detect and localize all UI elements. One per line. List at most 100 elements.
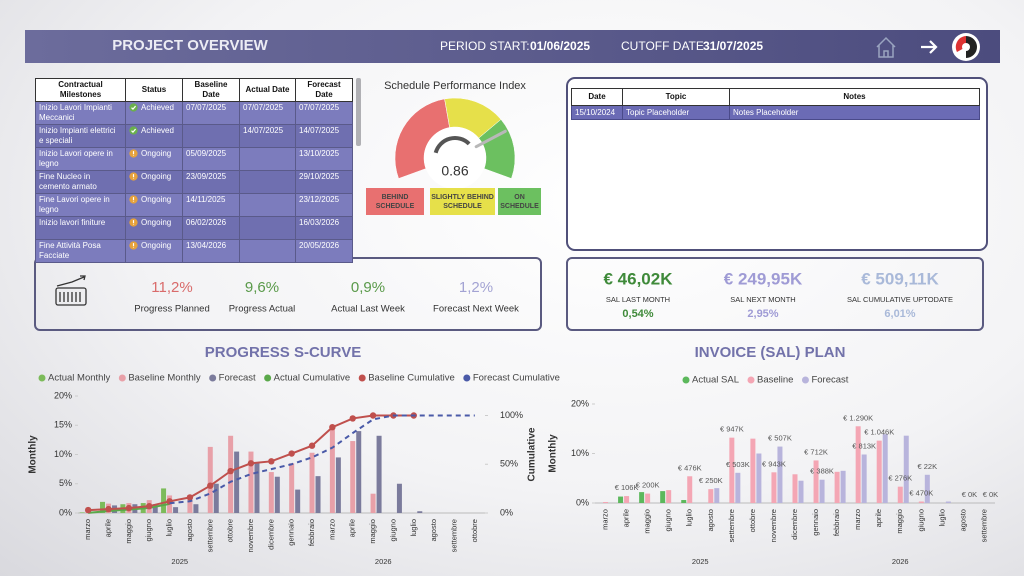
home-icon[interactable] <box>876 36 896 58</box>
sal-label: SAL LAST MONTH <box>606 295 670 304</box>
legend-label: Forecast Cumulative <box>473 373 560 384</box>
scrollbar[interactable] <box>356 78 361 146</box>
bar <box>417 511 423 513</box>
kpi-label: Actual Last Week <box>331 304 405 315</box>
cell: 07/07/2025 <box>182 101 240 125</box>
bar <box>254 462 260 513</box>
bar <box>798 480 804 503</box>
line-marker <box>369 412 377 419</box>
bar <box>356 431 362 513</box>
x-tick-label: settembre <box>727 509 736 542</box>
cell: 23/12/2025 <box>295 193 353 217</box>
x-tick-label: luglio <box>685 509 694 527</box>
x-tick-label: marzo <box>853 509 862 530</box>
sal-panel <box>566 257 984 331</box>
x-tick-label: gennaio <box>811 509 820 536</box>
cell: 16/03/2026 <box>295 216 353 240</box>
bar <box>289 463 295 513</box>
cell: 23/09/2025 <box>182 170 240 194</box>
kpi-label: Forecast Next Week <box>433 304 519 315</box>
x-tick-label: luglio <box>165 519 174 537</box>
cell: 07/07/2025 <box>295 101 353 125</box>
cell: Ongoing <box>125 193 183 217</box>
bar <box>193 504 199 513</box>
x-tick-label: settembre <box>205 519 214 552</box>
progress-icon <box>55 275 87 306</box>
column-header: Status <box>125 78 183 102</box>
sal-value: € 509,11K <box>861 269 939 288</box>
y-tick-label: 20% <box>54 390 72 400</box>
bar <box>840 470 846 503</box>
x-tick-label: maggio <box>124 519 133 544</box>
bar <box>624 496 630 503</box>
sal-value: € 46,02K <box>604 269 674 288</box>
kpi-value: 9,6% <box>245 279 279 296</box>
column-header: Notes <box>729 88 980 106</box>
amount-label: € 947K <box>720 425 744 434</box>
line-marker <box>146 502 153 510</box>
x-tick-label: giugno <box>144 519 153 542</box>
y-tick-label: 0% <box>576 497 589 507</box>
line-marker <box>247 460 255 467</box>
line-marker <box>349 415 356 422</box>
x-tick-label: marzo <box>601 509 610 530</box>
sal-share: 2,95% <box>747 308 778 320</box>
y2-tick-label: 0% <box>500 507 513 517</box>
milestone-row: Inizio Lavori Impianti Meccanici Achieved… <box>35 101 353 125</box>
y-tick-label: 15% <box>54 420 72 430</box>
x-tick-label: ottobre <box>748 509 757 532</box>
status-icon <box>129 126 138 136</box>
x-tick-label: agosto <box>185 519 194 542</box>
line-marker <box>308 442 316 449</box>
x-tick-label: settembre <box>449 519 458 552</box>
bar <box>819 479 825 503</box>
gauge-band-label: ON SCHEDULE <box>498 188 541 215</box>
bar <box>897 486 903 503</box>
bar <box>681 500 687 503</box>
legend-marker <box>209 374 217 382</box>
note-row: 15/10/2024 Topic Placeholder Notes Placeho… <box>571 105 980 120</box>
cell: 13/04/2026 <box>182 239 240 263</box>
x-tick-label: aprile <box>622 509 631 527</box>
cell <box>239 193 296 217</box>
cell: 06/02/2026 <box>182 216 240 240</box>
sal-value: € 249,95K <box>724 269 803 288</box>
y-axis-title: Monthly <box>548 434 559 473</box>
x-tick-label: giugno <box>664 509 673 532</box>
header-row: Contractual Milestones Status Baseline Dat… <box>35 78 353 102</box>
status-text: Ongoing <box>141 172 172 181</box>
y-axis-title: Monthly <box>28 435 39 474</box>
x-tick-label: agosto <box>706 509 715 532</box>
cell: Ongoing <box>125 216 183 240</box>
cell: Fine Lavori opere in legno <box>35 193 126 217</box>
y2-tick-label: 50% <box>500 459 518 469</box>
bar <box>274 476 280 513</box>
cell: Notes Placeholder <box>729 105 980 120</box>
x-tick-label: aprile <box>874 509 883 527</box>
cell: Achieved <box>125 124 183 148</box>
cell: 14/07/2025 <box>295 124 353 148</box>
gauge-inner-arc <box>433 136 471 154</box>
bar <box>771 472 777 503</box>
cell: Inizio Lavori opere in legno <box>35 147 126 171</box>
line-marker <box>84 506 92 514</box>
period-start: 01/06/2025 <box>530 39 590 53</box>
bar <box>855 426 861 503</box>
gauge-needle <box>474 129 507 149</box>
next-icon[interactable] <box>921 40 938 54</box>
bar <box>777 446 783 503</box>
y2-axis-title: Cumulative <box>527 427 538 481</box>
cell: 15/10/2024 <box>571 105 623 120</box>
bar <box>708 489 714 503</box>
legend-label: Forecast <box>219 373 256 384</box>
chart-title: PROGRESS S-CURVE <box>205 344 361 361</box>
x-group-label: 2025 <box>171 557 188 566</box>
bar <box>882 434 888 503</box>
bar <box>813 460 819 503</box>
legend-marker <box>682 376 690 384</box>
cell <box>239 147 296 171</box>
bar <box>924 474 930 503</box>
x-tick-label: giugno <box>388 519 397 542</box>
cell: 14/07/2025 <box>239 124 296 148</box>
status-icon <box>129 149 138 159</box>
